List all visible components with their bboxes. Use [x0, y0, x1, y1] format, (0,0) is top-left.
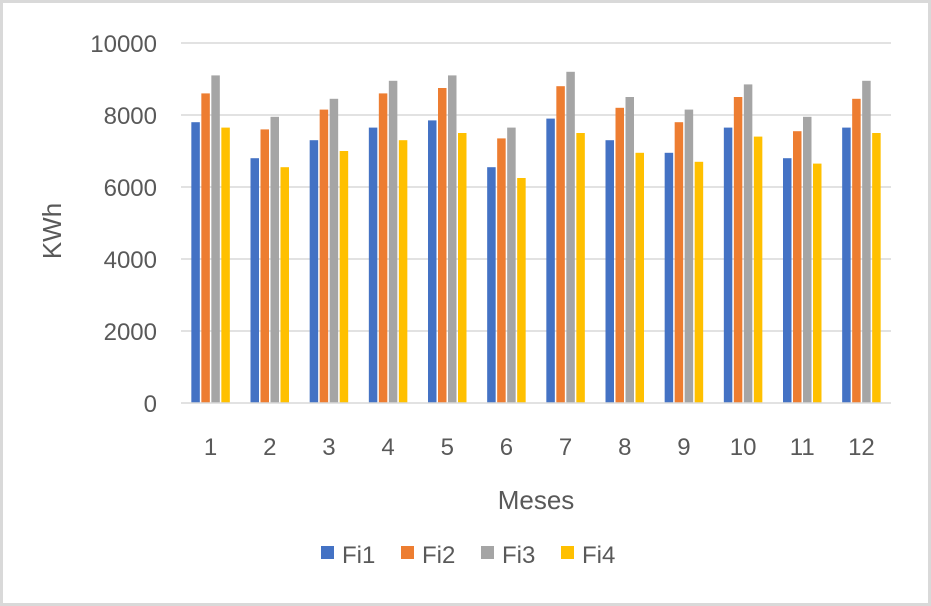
bar-fi1-month-10 — [723, 127, 733, 403]
x-tick-label: 3 — [322, 434, 335, 461]
bar-fi3-month-11 — [803, 116, 812, 404]
y-tick-label: 8000 — [104, 103, 157, 130]
bar-fi3-month-8 — [625, 97, 634, 403]
legend: Fi1 Fi2 Fi3 Fi4 — [321, 542, 615, 569]
bar-fi1-month-8 — [605, 140, 614, 403]
x-tick-label: 10 — [730, 434, 757, 461]
bar-fi1-month-3 — [309, 140, 319, 403]
y-axis-ticks: 0 2000 4000 6000 8000 10000 — [90, 31, 157, 418]
bar-fi2-month-7 — [556, 86, 565, 403]
gridlines — [181, 42, 891, 332]
bar-fi4-month-7 — [576, 133, 585, 403]
bar-fi4-month-10 — [753, 136, 763, 403]
bar-fi3-month-10 — [743, 84, 753, 404]
bar-fi2-month-5 — [438, 88, 447, 403]
x-tick-label: 9 — [677, 434, 690, 461]
bars — [191, 71, 881, 404]
y-tick-label: 10000 — [90, 31, 157, 58]
bar-fi4-month-5 — [458, 133, 467, 403]
y-tick-label: 2000 — [104, 319, 157, 346]
bar-fi4-month-8 — [635, 152, 644, 403]
y-axis-title: KWh — [37, 203, 67, 259]
x-axis-ticks: 1 2 3 4 5 6 7 8 9 10 11 12 — [204, 434, 875, 461]
bar-fi2-month-4 — [378, 93, 388, 404]
x-tick-label: 7 — [559, 434, 572, 461]
bar-fi1-month-7 — [546, 118, 555, 403]
bar-fi4-month-11 — [813, 163, 822, 403]
bar-fi4-month-4 — [398, 140, 408, 403]
bar-fi1-month-5 — [428, 120, 437, 404]
bar-fi2-month-8 — [615, 107, 624, 404]
bar-fi1-month-9 — [664, 152, 674, 403]
bar-fi3-month-4 — [388, 80, 398, 404]
bar-fi2-month-12 — [852, 98, 861, 404]
bar-fi1-month-12 — [842, 127, 851, 403]
bar-fi4-month-6 — [517, 178, 526, 403]
bar-fi2-month-11 — [793, 131, 802, 403]
legend-label-fi3: Fi3 — [502, 542, 535, 569]
x-axis-title: Meses — [498, 485, 575, 515]
bar-fi3-month-6 — [507, 127, 516, 403]
bar-fi4-month-9 — [694, 161, 704, 403]
x-tick-label: 11 — [790, 434, 815, 461]
bar-fi1-month-11 — [783, 158, 792, 403]
legend-label-fi2: Fi2 — [422, 542, 455, 569]
bar-fi3-month-7 — [566, 71, 575, 404]
x-tick-label: 2 — [263, 434, 276, 461]
bar-fi2-month-6 — [497, 138, 506, 403]
bar-fi3-month-9 — [684, 109, 694, 403]
x-tick-label: 1 — [204, 434, 217, 461]
bar-fi4-month-2 — [280, 167, 289, 403]
bar-fi2-month-9 — [674, 122, 684, 403]
bar-fi4-month-3 — [339, 151, 349, 403]
bar-fi3-month-3 — [329, 98, 339, 404]
x-tick-label: 8 — [618, 434, 631, 461]
legend-swatch-fi1 — [321, 546, 334, 559]
bar-fi3-month-1 — [211, 75, 220, 404]
legend-swatch-fi4 — [561, 546, 574, 559]
bar-fi1-month-4 — [368, 127, 378, 403]
y-tick-label: 6000 — [104, 175, 157, 202]
y-tick-label: 4000 — [104, 247, 157, 274]
bar-fi3-month-5 — [448, 75, 457, 404]
x-tick-label: 5 — [441, 434, 454, 461]
legend-swatch-fi2 — [401, 546, 414, 559]
legend-label-fi1: Fi1 — [342, 542, 375, 569]
bar-fi3-month-2 — [270, 116, 279, 404]
bar-fi2-month-1 — [201, 93, 210, 404]
bar-fi2-month-3 — [319, 109, 329, 403]
legend-label-fi4: Fi4 — [582, 542, 615, 569]
bar-fi1-month-2 — [250, 158, 259, 403]
bar-fi2-month-2 — [260, 129, 269, 403]
bar-fi2-month-10 — [733, 97, 743, 403]
x-tick-label: 6 — [500, 434, 513, 461]
bar-fi3-month-12 — [862, 80, 871, 404]
x-tick-label: 4 — [381, 434, 394, 461]
y-tick-label: 0 — [144, 391, 157, 418]
bar-fi1-month-6 — [487, 167, 496, 403]
x-tick-label: 12 — [848, 434, 875, 461]
bar-fi1-month-1 — [191, 122, 200, 403]
bar-fi4-month-1 — [221, 127, 230, 403]
legend-swatch-fi3 — [481, 546, 494, 559]
bar-fi4-month-12 — [872, 133, 881, 403]
